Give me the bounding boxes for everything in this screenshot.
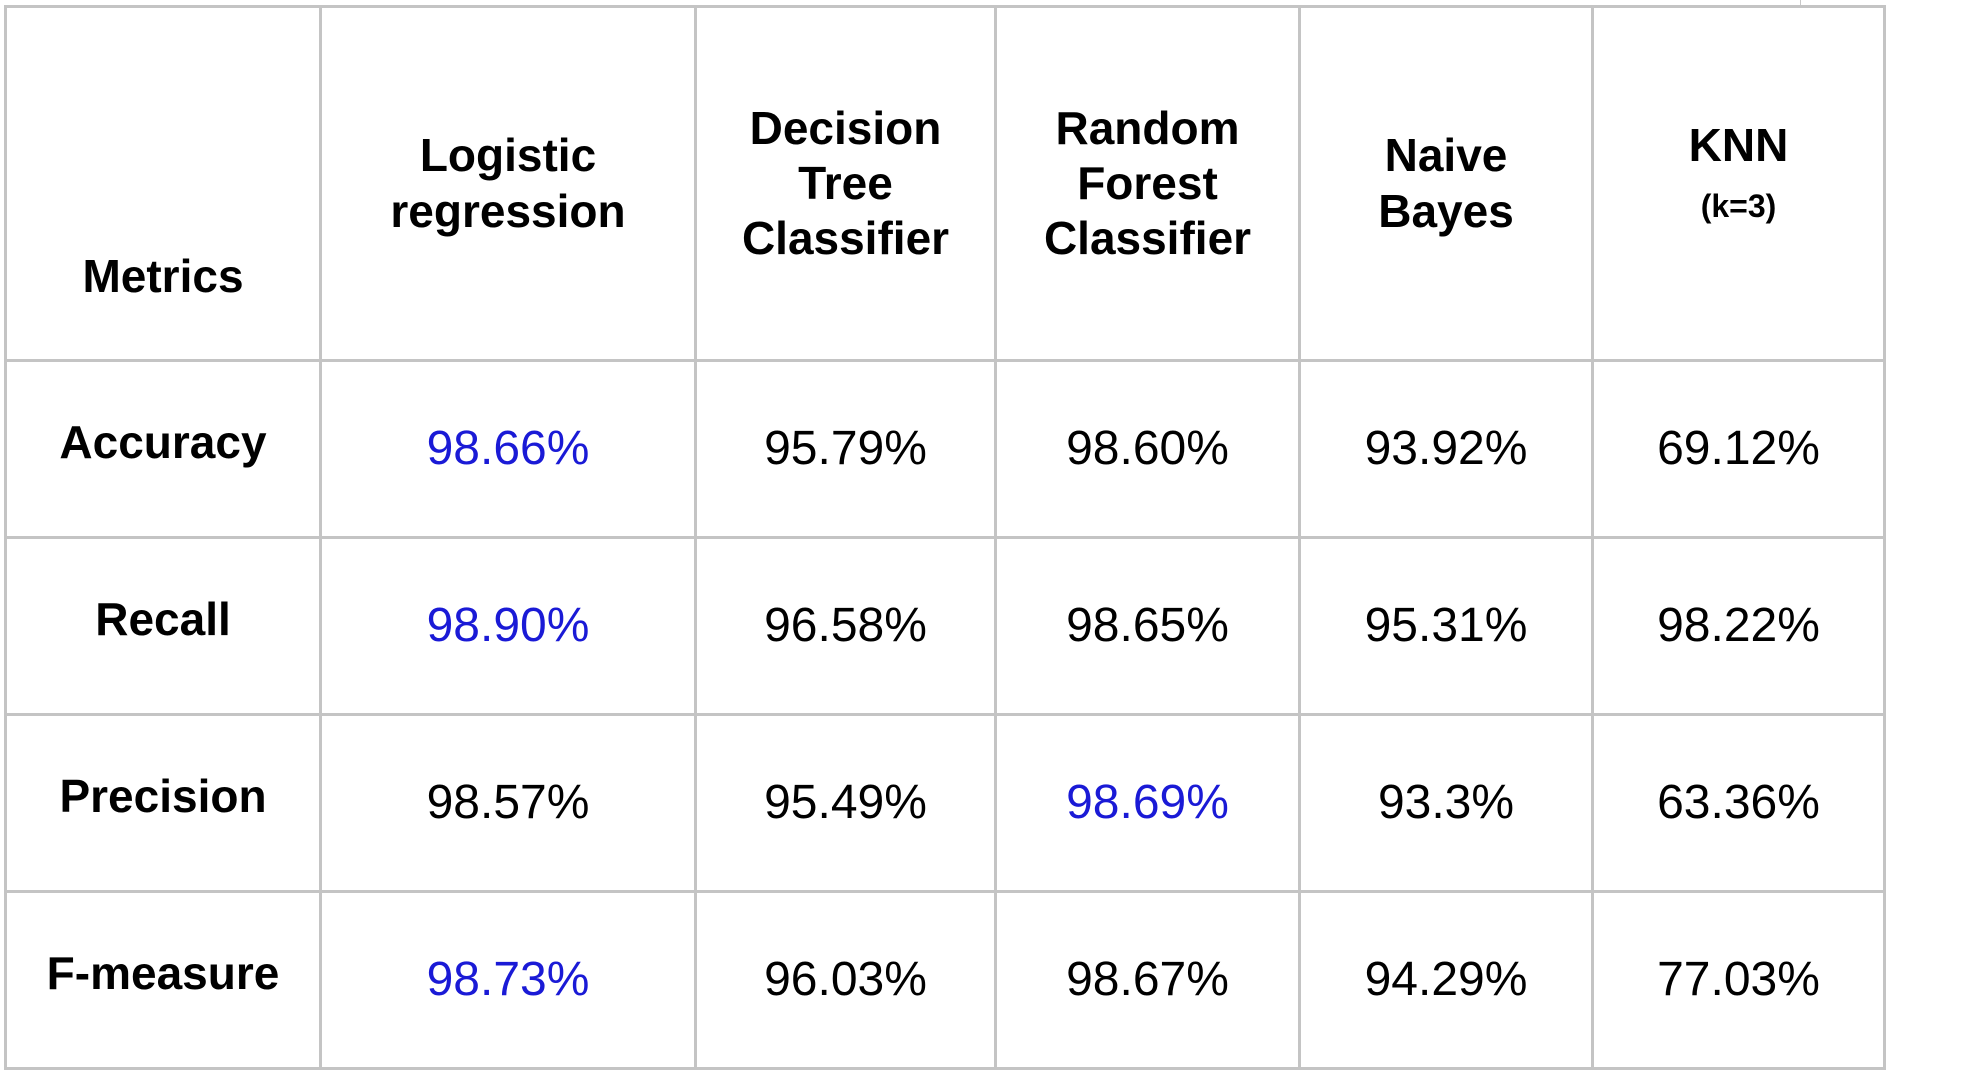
table-cell: 98.57% xyxy=(319,713,697,893)
table-cell: 98.73% xyxy=(319,890,697,1070)
table-cell: 98.67% xyxy=(994,890,1301,1070)
table-cell: 96.58% xyxy=(694,536,997,716)
table-row-precision: Precision 98.57% 95.49% 98.69% 93.3% 63.… xyxy=(4,713,1886,893)
table-cell: 95.49% xyxy=(694,713,997,893)
header-logistic-regression-label: Logistic regression xyxy=(390,129,626,237)
header-metrics: Metrics xyxy=(4,5,322,362)
row-label: Precision xyxy=(4,713,322,893)
header-knn-label: KNN xyxy=(1688,118,1789,171)
table-cell: 98.65% xyxy=(994,536,1301,716)
table-cell: 77.03% xyxy=(1591,890,1886,1070)
header-random-forest: Random Forest Classifier xyxy=(994,5,1301,362)
corner-divider xyxy=(1800,0,1801,6)
table-cell: 98.22% xyxy=(1591,536,1886,716)
row-label: Recall xyxy=(4,536,322,716)
table-cell: 98.60% xyxy=(994,359,1301,539)
header-decision-tree: Decision Tree Classifier xyxy=(694,5,997,362)
row-label: Accuracy xyxy=(4,359,322,539)
table-cell: 63.36% xyxy=(1591,713,1886,893)
header-decision-tree-label: Decision Tree Classifier xyxy=(741,101,950,265)
table-cell: 95.31% xyxy=(1298,536,1594,716)
header-logistic-regression: Logistic regression xyxy=(319,5,697,362)
table-row-recall: Recall 98.90% 96.58% 98.65% 95.31% 98.22… xyxy=(4,536,1886,716)
table-cell: 93.92% xyxy=(1298,359,1594,539)
header-row: Metrics Logistic regression Decision Tre… xyxy=(4,5,1886,362)
table-cell: 69.12% xyxy=(1591,359,1886,539)
table-cell: 98.90% xyxy=(319,536,697,716)
header-naive-bayes-label: Naive Bayes xyxy=(1378,129,1514,237)
header-naive-bayes: Naive Bayes xyxy=(1298,5,1594,362)
metrics-table: Metrics Logistic regression Decision Tre… xyxy=(4,5,1886,1070)
header-random-forest-label: Random Forest Classifier xyxy=(1043,101,1252,265)
table-cell: 95.79% xyxy=(694,359,997,539)
row-label: F-measure xyxy=(4,890,322,1070)
table-row-f-measure: F-measure 98.73% 96.03% 98.67% 94.29% 77… xyxy=(4,890,1886,1070)
header-knn: KNN (k=3) xyxy=(1591,5,1886,362)
table-row-accuracy: Accuracy 98.66% 95.79% 98.60% 93.92% 69.… xyxy=(4,359,1886,539)
header-knn-subtitle: (k=3) xyxy=(1700,187,1777,224)
table-cell: 94.29% xyxy=(1298,890,1594,1070)
table-cell: 98.66% xyxy=(319,359,697,539)
table-cell: 98.69% xyxy=(994,713,1301,893)
table-cell: 96.03% xyxy=(694,890,997,1070)
table-cell: 93.3% xyxy=(1298,713,1594,893)
